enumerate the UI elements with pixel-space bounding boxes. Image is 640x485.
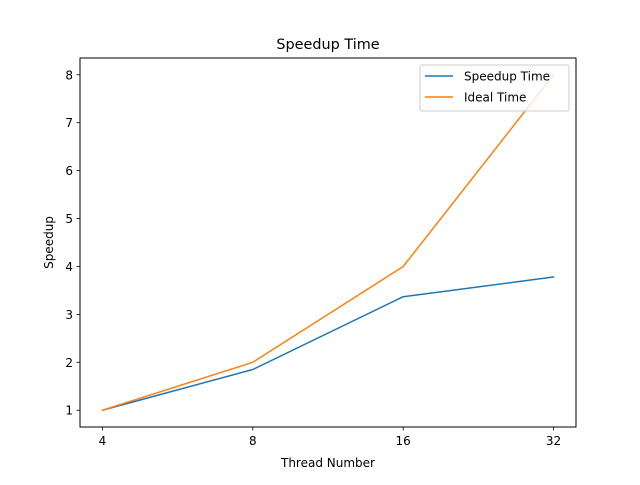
legend-box [419, 64, 570, 112]
series-line-2 [101, 73, 555, 412]
y-axis-label: Speedup [42, 216, 56, 269]
chart-title: Speedup Time [276, 37, 379, 53]
plot-frame [79, 57, 577, 428]
legend-label-1: Speedup Time [464, 70, 550, 84]
x-axis: 4 8 16 32 [99, 427, 561, 448]
x-tick-label: 8 [249, 434, 257, 448]
x-tick-label: 4 [99, 434, 107, 448]
legend-label-2: Ideal Time [464, 91, 526, 105]
legend: Speedup Time Ideal Time [419, 64, 570, 112]
y-tick-label: 8 [65, 68, 73, 82]
series-layer [101, 73, 555, 412]
y-tick-label: 4 [65, 260, 73, 274]
x-tick-label: 16 [396, 434, 411, 448]
y-tick-label: 3 [65, 308, 73, 322]
x-axis-label: Thread Number [280, 456, 375, 470]
y-tick-label: 2 [65, 356, 73, 370]
x-tick-label: 32 [546, 434, 561, 448]
y-tick-label: 7 [65, 116, 73, 130]
y-tick-label: 1 [65, 404, 73, 418]
y-tick-label: 5 [65, 212, 73, 226]
y-tick-label: 6 [65, 164, 73, 178]
y-axis: 1 2 3 4 5 6 7 8 [65, 68, 80, 418]
series-line-1 [101, 276, 555, 412]
